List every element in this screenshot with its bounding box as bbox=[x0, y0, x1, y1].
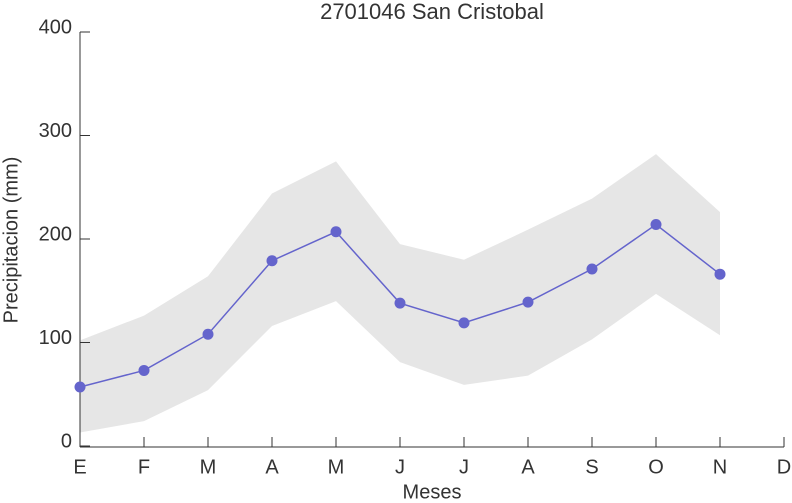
data-point bbox=[138, 364, 150, 376]
data-point bbox=[650, 219, 662, 231]
chart-title: 2701046 San Cristobal bbox=[320, 0, 544, 24]
data-point bbox=[458, 317, 470, 329]
x-tick-label: J bbox=[395, 456, 405, 478]
x-tick-label: F bbox=[138, 456, 150, 478]
y-tick-label: 400 bbox=[39, 16, 72, 38]
data-point bbox=[330, 226, 342, 238]
x-tick-label: A bbox=[521, 456, 535, 478]
x-tick-label: E bbox=[73, 456, 86, 478]
y-tick-label: 200 bbox=[39, 223, 72, 245]
data-point bbox=[74, 381, 86, 393]
x-tick-label: J bbox=[459, 456, 469, 478]
data-point bbox=[394, 297, 406, 309]
x-tick-label: O bbox=[648, 456, 664, 478]
y-tick-label: 0 bbox=[61, 430, 72, 452]
y-axis-label: Precipitacion (mm) bbox=[0, 157, 22, 324]
x-tick-label: A bbox=[265, 456, 279, 478]
data-point bbox=[522, 296, 534, 308]
x-tick-label: S bbox=[585, 456, 598, 478]
data-point bbox=[714, 268, 726, 280]
y-tick-label: 100 bbox=[39, 327, 72, 349]
x-tick-label: D bbox=[777, 456, 791, 478]
x-tick-label: M bbox=[200, 456, 217, 478]
x-tick-label: M bbox=[328, 456, 345, 478]
data-point bbox=[202, 328, 214, 340]
y-tick-label: 300 bbox=[39, 120, 72, 142]
x-axis-label: Meses bbox=[403, 481, 462, 503]
data-point bbox=[586, 263, 598, 275]
x-tick-label: N bbox=[713, 456, 727, 478]
band bbox=[80, 154, 720, 433]
data-point bbox=[266, 255, 278, 267]
